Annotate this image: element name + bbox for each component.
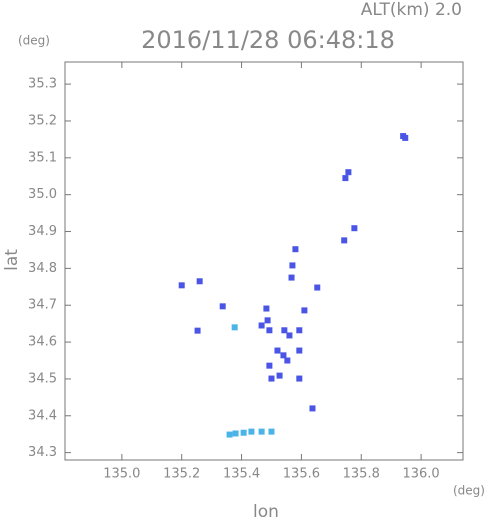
echo-point [342, 175, 349, 182]
echo-point [288, 274, 295, 281]
echo-point [292, 246, 299, 253]
echo-point [276, 372, 283, 379]
echo-point [266, 327, 273, 334]
echo-point [231, 324, 238, 331]
echo-point [296, 375, 303, 382]
y-tick-label: 35.1 [28, 150, 57, 165]
echo-point [240, 429, 247, 436]
echo-point [341, 237, 348, 244]
echo-point [309, 405, 316, 412]
echo-point [280, 352, 287, 359]
y-tick-label: 34.7 [28, 298, 57, 313]
echo-point [289, 262, 296, 269]
x-tick-label: 135.4 [223, 467, 260, 482]
x-axis-label: lon [253, 502, 279, 521]
echo-point [301, 307, 308, 314]
y-tick-label: 34.3 [28, 445, 57, 460]
y-tick-label: 34.5 [28, 371, 57, 386]
echo-point [264, 317, 271, 324]
x-unit: (deg) [453, 484, 485, 498]
echo-point [296, 327, 303, 334]
echo-point [248, 428, 255, 435]
echo-point [402, 134, 409, 141]
chart-title: 2016/11/28 06:48:18 [141, 26, 395, 54]
echo-point [296, 347, 303, 354]
echo-point [266, 362, 273, 369]
echo-point [286, 332, 293, 339]
echo-point [314, 284, 321, 291]
echo-point [194, 327, 201, 334]
y-tick-label: 35.0 [28, 187, 57, 202]
echo-point [258, 428, 265, 435]
x-tick-label: 135.8 [343, 467, 380, 482]
subtitle: ALT(km) 2.0 [361, 0, 462, 20]
echo-point [351, 225, 358, 232]
x-tick-label: 135.0 [103, 467, 140, 482]
y-tick-label: 35.3 [28, 77, 57, 92]
echo-point [281, 327, 288, 334]
echo-point [268, 428, 275, 435]
plot-frame [64, 61, 464, 461]
echo-point [268, 375, 275, 382]
y-tick-label: 35.2 [28, 113, 57, 128]
echo-point [258, 322, 265, 329]
echo-point [226, 431, 233, 438]
x-tick-label: 135.2 [163, 467, 200, 482]
y-axis-label: lat [2, 249, 22, 271]
y-tick-label: 34.4 [28, 408, 57, 423]
y-tick-label: 34.8 [28, 261, 57, 276]
x-tick-label: 136.0 [402, 467, 439, 482]
echo-point [196, 278, 203, 285]
echo-point [274, 347, 281, 354]
x-tick-label: 135.6 [283, 467, 320, 482]
y-tick-label: 34.9 [28, 224, 57, 239]
echo-point [263, 305, 270, 312]
echo-point [232, 430, 239, 437]
y-tick-label: 34.6 [28, 335, 57, 350]
echo-point [284, 357, 291, 364]
echo-point [219, 303, 226, 310]
echo-point [178, 282, 185, 289]
y-unit: (deg) [18, 34, 50, 48]
echo-point [345, 169, 352, 176]
